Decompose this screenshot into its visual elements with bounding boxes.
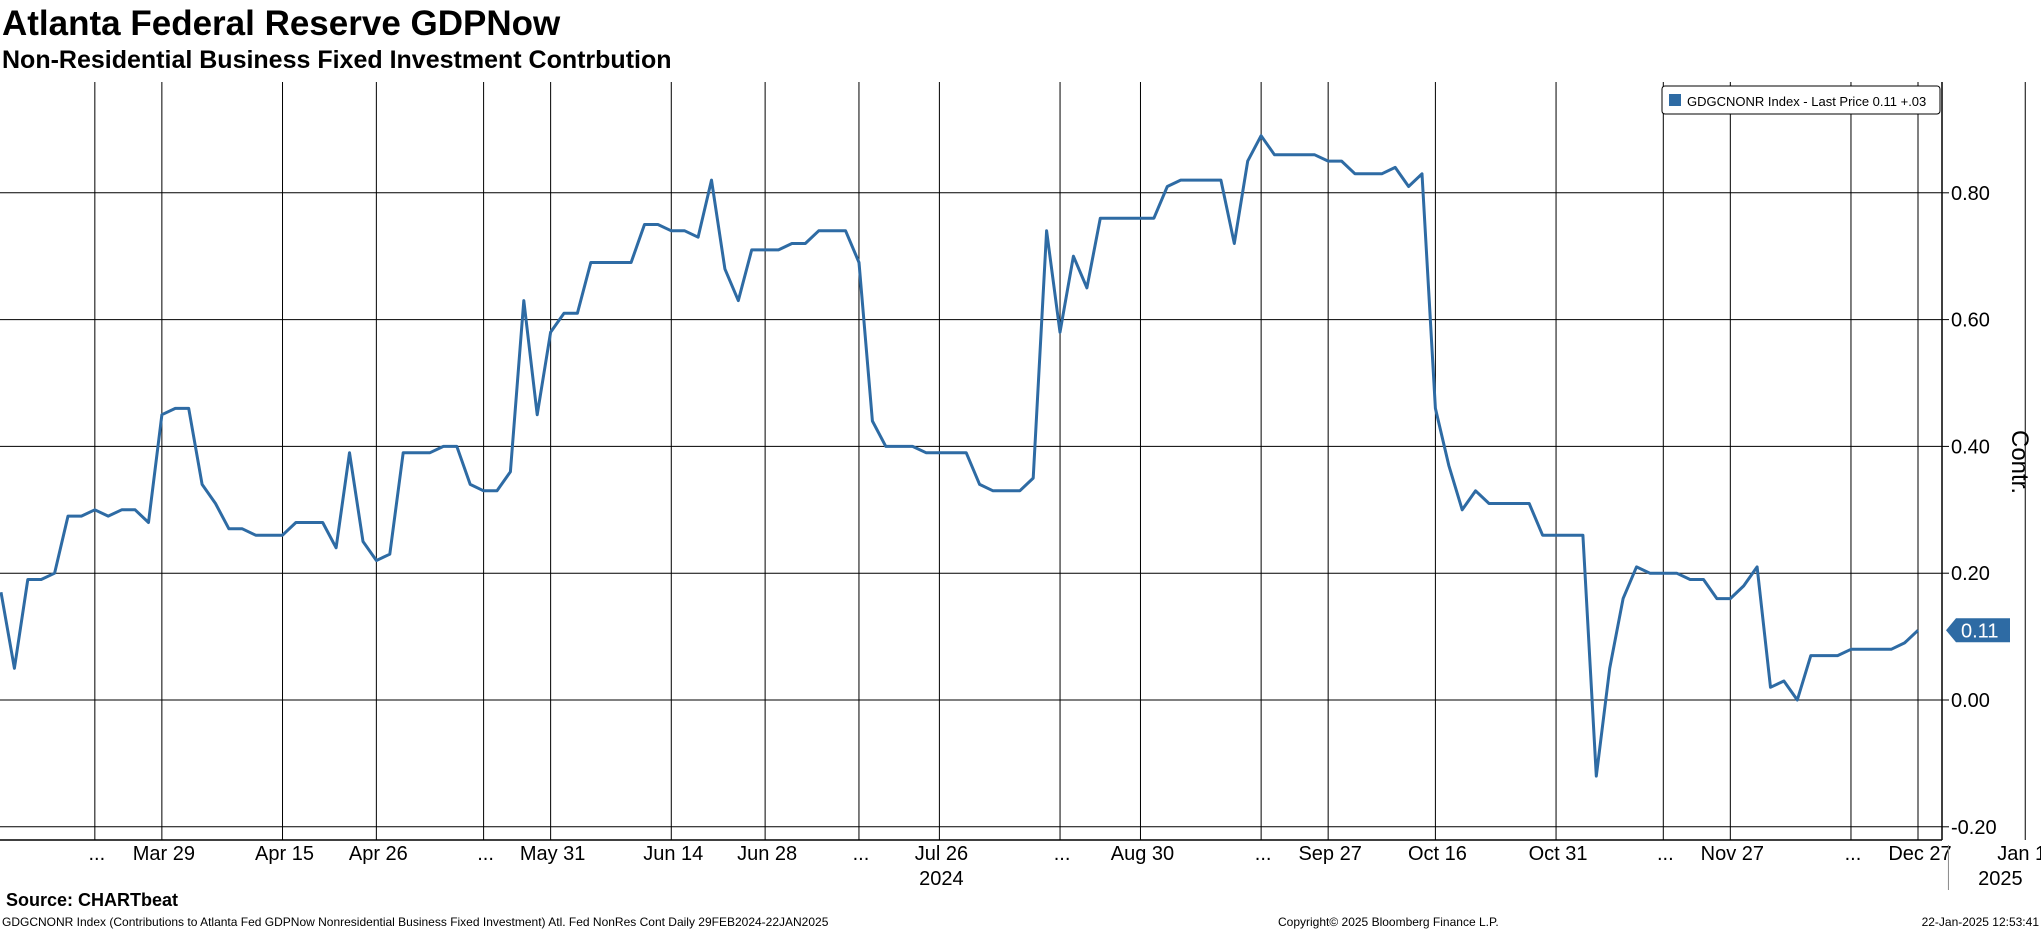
x-tick-label: ... [1657, 843, 1674, 865]
index-description: GDGCNONR Index (Contributions to Atlanta… [2, 915, 829, 929]
x-tick-label: ... [89, 843, 106, 865]
x-tick-label: ... [477, 843, 494, 865]
last-value-badge: 0.11 [1946, 618, 2010, 643]
copyright-note: Copyright© 2025 Bloomberg Finance L.P. [1278, 915, 1499, 929]
x-tick-label: Jan 15 [1997, 843, 2041, 865]
x-tick-label: ... [1845, 843, 1862, 865]
x-tick-label: May 31 [520, 843, 586, 865]
y-tick-label: -0.20 [1951, 817, 1997, 839]
blue-square-icon [1669, 94, 1681, 106]
legend: GDGCNONR Index - Last Price 0.11 +.03 [1661, 85, 1941, 115]
x-tick-label: ... [1255, 843, 1272, 865]
chart-subtitle: Non-Residential Business Fixed Investmen… [2, 46, 672, 74]
series-layer [0, 134, 1920, 778]
x-tick-label: Aug 30 [1111, 843, 1174, 865]
x-tick-label: Oct 31 [1529, 843, 1588, 865]
x-tick-label: Sep 27 [1298, 843, 1361, 865]
y-tick-label: 0.40 [1951, 436, 1990, 458]
axis-layer: -0.20 0.00 0.20 0.40 0.60 0.80... Mar 29 Apr 15… [0, 82, 2041, 890]
y-axis-label: Contr. [2006, 430, 2033, 494]
last-value-badge-text: 0.11 [1961, 620, 1998, 642]
x-tick-label: Apr 15 [255, 843, 314, 865]
y-tick-label: 0.20 [1951, 563, 1990, 585]
x-tick-label: Jun 28 [737, 843, 797, 865]
y-tick-label: 0.00 [1951, 690, 1990, 712]
y-tick-label: 0.60 [1951, 310, 1990, 332]
legend-box [1661, 85, 1941, 115]
series-line [0, 134, 1920, 778]
x-year-label: 2025 [1978, 868, 2023, 890]
x-tick-label: Mar 29 [133, 843, 195, 865]
source-note: Source: CHARTbeat [6, 890, 179, 910]
x-tick-label: Dec 27 [1888, 843, 1951, 865]
x-tick-label: Jul 26 [915, 843, 968, 865]
x-year-label: 2024 [919, 868, 964, 890]
x-tick-label: ... [853, 843, 870, 865]
chart-title: Atlanta Federal Reserve GDPNow [2, 4, 561, 43]
x-tick-label: Apr 26 [349, 843, 408, 865]
y-tick-label: 0.80 [1951, 183, 1990, 205]
timestamp: 22-Jan-2025 12:53:41 [1921, 915, 2039, 929]
legend-label: GDGCNONR Index - Last Price 0.11 +.03 [1687, 94, 1926, 109]
last-value-badge-shape [1946, 618, 2010, 643]
x-tick-label: Oct 16 [1408, 843, 1467, 865]
x-tick-label: ... [1054, 843, 1071, 865]
grid-layer [0, 82, 2026, 840]
x-tick-label: Nov 27 [1701, 843, 1764, 865]
x-tick-label: Jun 14 [643, 843, 703, 865]
